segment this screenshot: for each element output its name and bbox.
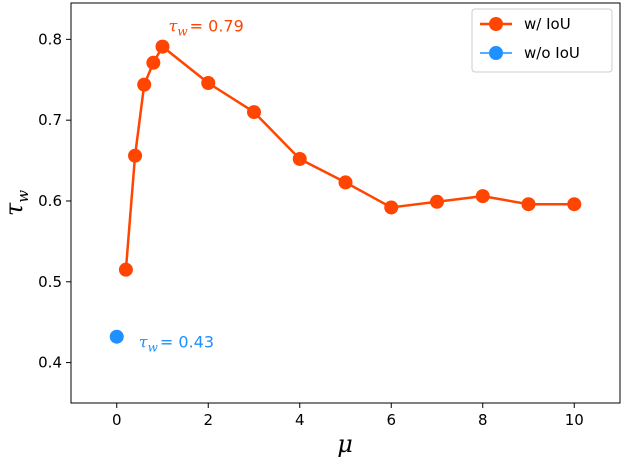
legend: w/ IoU w/o IoU xyxy=(471,8,613,73)
data-point-w-iou xyxy=(128,148,143,163)
y-tick-label: 0.6 xyxy=(38,192,62,210)
legend-marker-w-iou xyxy=(489,17,503,31)
x-tick-label: 0 xyxy=(112,411,122,429)
annotation-label: τw = 0.79 xyxy=(169,17,244,39)
data-point-w-iou xyxy=(475,189,490,204)
data-point-w-iou xyxy=(146,55,161,70)
x-tick-label: 8 xyxy=(478,411,488,429)
x-tick-label: 6 xyxy=(386,411,396,429)
data-point-w-iou xyxy=(155,39,170,54)
data-point-w-iou xyxy=(201,76,216,90)
y-tick-label: 0.8 xyxy=(38,30,62,48)
data-point-w-iou xyxy=(137,77,152,92)
x-tick-label: 10 xyxy=(565,411,584,429)
data-point-w-iou xyxy=(118,262,133,277)
annotation-label: τw = 0.43 xyxy=(139,333,214,355)
data-point-w-iou xyxy=(292,151,307,166)
y-tick-label: 0.4 xyxy=(38,354,62,372)
x-tick-label: 4 xyxy=(295,411,305,429)
data-point-w-iou xyxy=(247,105,261,120)
data-point-w-o-iou xyxy=(109,329,124,344)
data-point-w-iou xyxy=(384,200,399,215)
data-point-w-iou xyxy=(430,194,444,209)
y-tick-label: 0.7 xyxy=(38,111,62,129)
x-axis-label: μ xyxy=(337,430,353,458)
series-line-w-iou xyxy=(124,45,575,270)
legend-marker-wo-iou xyxy=(489,46,503,60)
data-point-w-iou xyxy=(567,197,582,212)
plot-frame xyxy=(70,2,621,404)
data-point-w-iou xyxy=(338,175,353,190)
x-axis: 0 2 4 6 8 10 xyxy=(112,403,584,429)
y-axis: 0.4 0.5 0.6 0.7 0.8 xyxy=(38,30,71,372)
y-axis-label: τw xyxy=(0,190,32,216)
legend-label-w-iou: w/ IoU xyxy=(524,15,571,33)
y-tick-label: 0.5 xyxy=(38,273,62,291)
x-tick-label: 2 xyxy=(203,411,213,429)
legend-label-wo-iou: w/o IoU xyxy=(524,44,580,62)
data-point-w-iou xyxy=(521,197,536,212)
